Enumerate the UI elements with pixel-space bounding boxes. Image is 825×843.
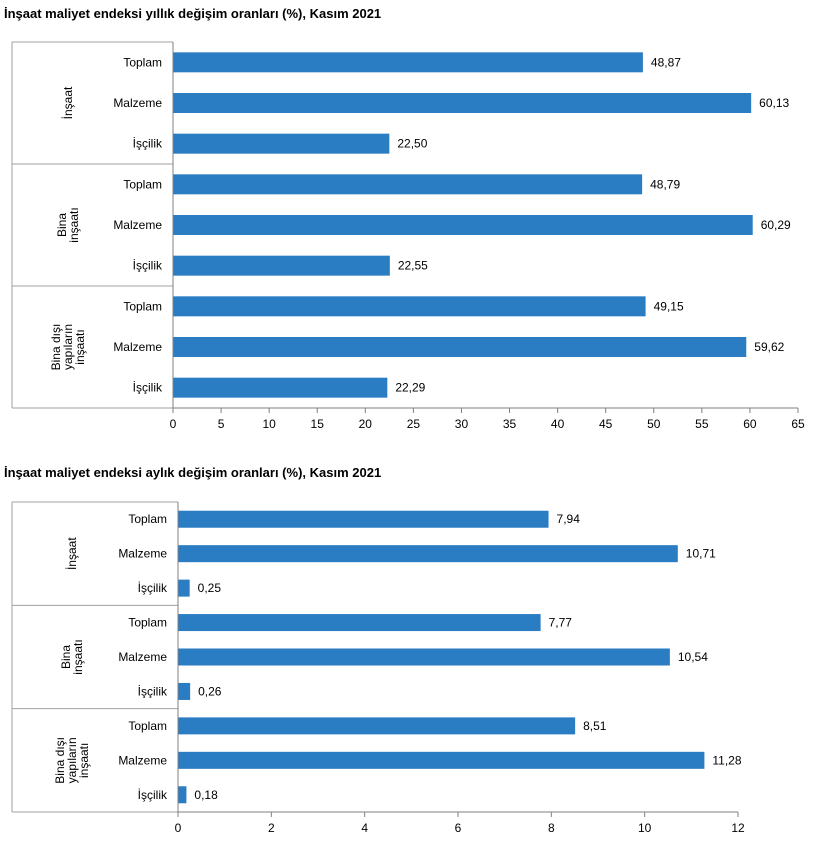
group-label-line: inşaatı xyxy=(77,743,91,778)
category-label: Toplam xyxy=(123,299,162,313)
data-label: 22,50 xyxy=(397,137,427,151)
category-label: Malzeme xyxy=(118,650,167,664)
bar xyxy=(178,614,541,632)
data-label: 11,28 xyxy=(712,753,741,767)
category-label: İşçilik xyxy=(138,788,168,802)
x-tick-label: 0 xyxy=(175,821,182,835)
x-tick-label: 12 xyxy=(731,821,745,835)
chart-title-monthly: İnşaat maliyet endeksi aylık değişim ora… xyxy=(4,465,382,480)
x-tick-label: 10 xyxy=(262,417,276,431)
category-label: Malzeme xyxy=(118,547,167,561)
category-label: İşçilik xyxy=(138,684,168,698)
data-label: 0,18 xyxy=(194,788,218,802)
data-label: 22,29 xyxy=(395,381,425,395)
bar xyxy=(173,255,390,276)
category-label: Malzeme xyxy=(118,753,167,767)
category-label: Toplam xyxy=(128,512,167,526)
data-label: 60,29 xyxy=(761,218,791,232)
x-tick-label: 55 xyxy=(695,417,709,431)
group-label-line: yapıların xyxy=(61,324,75,370)
category-label: İşçilik xyxy=(133,259,163,273)
data-label: 59,62 xyxy=(754,340,784,354)
group-label-line: Bina xyxy=(55,213,69,237)
data-label: 22,55 xyxy=(398,259,428,273)
bar xyxy=(173,377,388,398)
bar xyxy=(173,52,643,73)
category-label: Toplam xyxy=(123,177,162,191)
x-tick-label: 65 xyxy=(791,417,805,431)
x-tick-label: 4 xyxy=(361,821,368,835)
group-label: İnşaat xyxy=(61,86,75,119)
chart-title-annual: İnşaat maliyet endeksi yıllık değişim or… xyxy=(4,6,382,21)
bar xyxy=(178,510,549,528)
group-label: Bina dışıyapılarıninşaatı xyxy=(49,324,87,371)
bar xyxy=(173,215,753,235)
bar xyxy=(178,545,678,563)
bar xyxy=(173,133,390,154)
group-label: Bina dışıyapılarıninşaatı xyxy=(53,737,91,784)
x-tick-label: 8 xyxy=(548,821,555,835)
x-tick-label: 0 xyxy=(170,417,177,431)
category-label: İşçilik xyxy=(133,381,163,395)
bar xyxy=(178,579,190,597)
data-label: 0,26 xyxy=(198,684,222,698)
x-tick-label: 45 xyxy=(599,417,613,431)
x-tick-label: 25 xyxy=(407,417,421,431)
bar xyxy=(173,337,747,357)
category-label: İşçilik xyxy=(133,137,163,151)
x-tick-label: 15 xyxy=(311,417,325,431)
group-label-line: İnşaat xyxy=(65,537,79,570)
x-tick-label: 20 xyxy=(359,417,373,431)
group-label: Binainşaatı xyxy=(55,207,81,242)
bar xyxy=(173,174,643,195)
bar xyxy=(178,717,576,735)
data-label: 48,79 xyxy=(650,177,680,191)
bar xyxy=(178,786,187,804)
data-label: 10,71 xyxy=(686,547,716,561)
data-label: 7,94 xyxy=(557,512,581,526)
category-label: Toplam xyxy=(123,55,162,69)
data-label: 60,13 xyxy=(759,96,789,110)
data-label: 48,87 xyxy=(651,55,681,69)
category-label: Malzeme xyxy=(113,96,162,110)
chart-annual: İnşaat Toplam 48,87 Malzeme 60,13 İşçilik 22,5… xyxy=(11,41,805,431)
group-label-line: inşaatı xyxy=(67,207,81,242)
data-label: 10,54 xyxy=(678,650,708,664)
category-label: Toplam xyxy=(128,719,167,733)
group-label: İnşaat xyxy=(65,537,79,570)
x-tick-label: 2 xyxy=(268,821,275,835)
category-label: Malzeme xyxy=(113,218,162,232)
x-tick-label: 60 xyxy=(743,417,757,431)
x-tick-label: 6 xyxy=(455,821,462,835)
group-label-line: yapıların xyxy=(65,737,79,783)
category-label: Malzeme xyxy=(113,340,162,354)
bar xyxy=(178,751,705,769)
group-label-line: Bina dışı xyxy=(49,324,63,371)
group-label-line: inşaatı xyxy=(71,639,85,674)
group-label-line: inşaatı xyxy=(73,329,87,364)
bar xyxy=(178,682,191,700)
x-tick-label: 10 xyxy=(638,821,652,835)
group-label-line: Bina xyxy=(59,645,73,669)
category-label: İşçilik xyxy=(138,581,168,595)
group-label: Binainşaatı xyxy=(59,639,85,674)
data-label: 49,15 xyxy=(654,299,684,313)
data-label: 7,77 xyxy=(549,616,573,630)
category-label: Toplam xyxy=(128,616,167,630)
group-label-line: İnşaat xyxy=(61,86,75,119)
group-label-line: Bina dışı xyxy=(53,737,67,784)
x-tick-label: 40 xyxy=(551,417,565,431)
x-tick-label: 35 xyxy=(503,417,517,431)
x-tick-label: 50 xyxy=(647,417,661,431)
bar xyxy=(173,296,646,317)
bar xyxy=(173,93,752,113)
data-label: 8,51 xyxy=(583,719,607,733)
x-tick-label: 5 xyxy=(218,417,225,431)
x-tick-label: 30 xyxy=(455,417,469,431)
bar xyxy=(178,648,670,666)
data-label: 0,25 xyxy=(198,581,222,595)
